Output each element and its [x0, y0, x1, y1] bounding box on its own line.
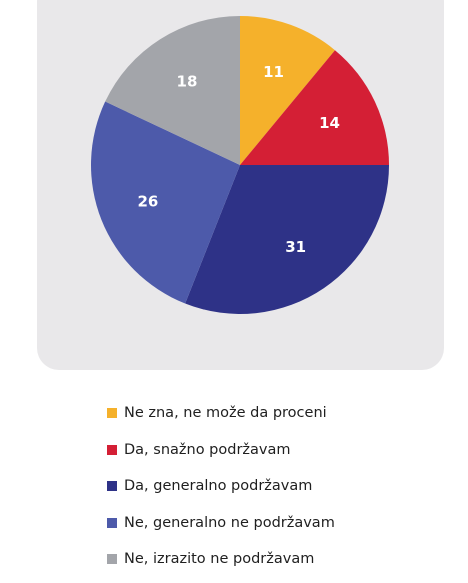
pie-slice-labels: 11 14 31 26 18: [138, 63, 341, 256]
pie-slice-0: [240, 16, 335, 165]
chart-legend: Ne zna, ne može da proceni Da, snažno pod…: [107, 400, 335, 583]
pie-slice-3: [91, 101, 241, 304]
pie-slice-2: [185, 165, 389, 314]
pie-chart: 11 14 31 26 18: [91, 16, 389, 314]
legend-swatch: [107, 444, 117, 455]
pie-slice-value-label: 31: [285, 238, 306, 256]
pie-slice-value-label: 11: [263, 63, 284, 81]
legend-item: Ne zna, ne može da proceni: [107, 400, 335, 426]
pie-slices: [91, 16, 389, 314]
legend-swatch: [107, 517, 117, 528]
legend-label: Da, snažno podržavam: [124, 441, 291, 458]
legend-label: Ne, generalno ne podržavam: [124, 514, 335, 531]
pie-slice-value-label: 14: [319, 114, 340, 132]
pie-slice-4: [105, 16, 240, 165]
legend-swatch: [107, 554, 117, 564]
legend-item: Ne, generalno ne podržavam: [107, 510, 335, 536]
pie-slice-value-label: 26: [138, 192, 159, 210]
legend-label: Ne zna, ne može da proceni: [124, 405, 327, 421]
pie-slice-value-label: 18: [177, 72, 198, 90]
legend-swatch: [107, 408, 117, 418]
chart-panel: 11 14 31 26 18: [37, 0, 444, 370]
legend-item: Da, generalno podržavam: [107, 473, 335, 499]
legend-label: Da, generalno podržavam: [124, 478, 313, 494]
legend-item: Ne, izrazito ne podržavam: [107, 546, 335, 572]
legend-item: Da, snažno podržavam: [107, 437, 335, 463]
legend-label: Ne, izrazito ne podržavam: [124, 551, 315, 567]
legend-swatch: [107, 481, 117, 491]
pie-slice-1: [240, 50, 389, 165]
